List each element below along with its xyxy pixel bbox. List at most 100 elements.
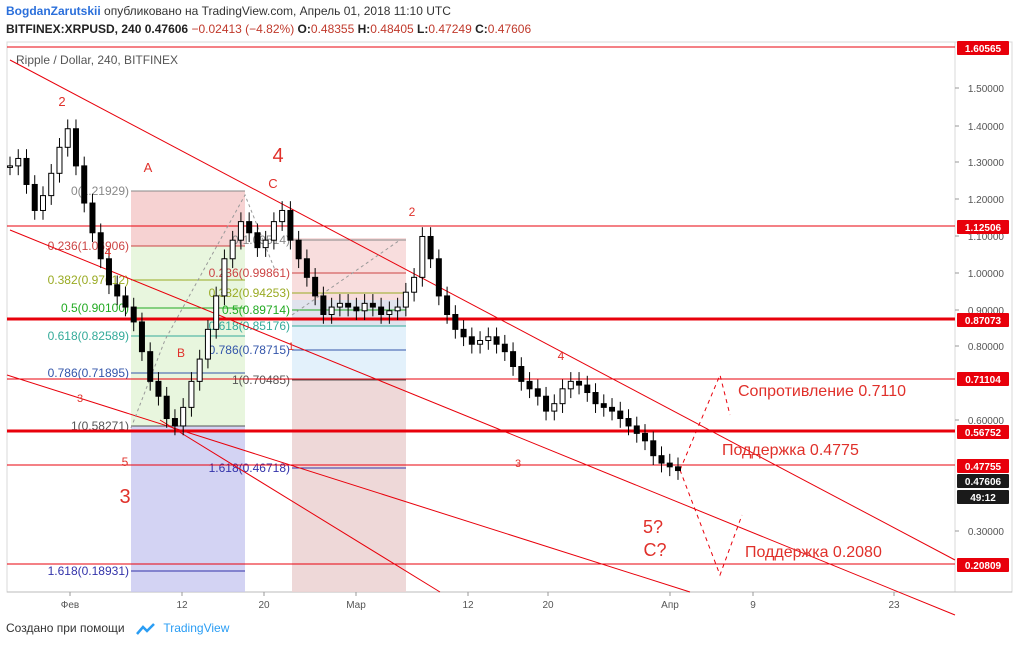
price-tag: [957, 425, 1009, 439]
open-label: O:: [297, 22, 311, 36]
fib-right-label: 1.618(0.46718): [209, 461, 290, 475]
candle-body: [97, 232, 104, 260]
candle-body: [584, 384, 591, 394]
candle-body: [23, 157, 30, 185]
candle-body: [411, 276, 418, 293]
candle-body: [270, 221, 277, 241]
y-tick-label: 1.00000: [968, 269, 1005, 280]
candle-body: [534, 388, 541, 397]
tradingview-logo-icon: [136, 622, 155, 635]
price-tag: [957, 220, 1009, 234]
candle-body: [56, 146, 63, 174]
fib-right-label: 0.382(0.94253): [209, 286, 290, 300]
fib-right-label: 0.618(0.85176): [209, 319, 290, 333]
candle-body: [204, 328, 211, 360]
candle-body: [295, 239, 302, 260]
candle-body: [444, 295, 451, 316]
candle-body: [642, 432, 649, 442]
price-tag: [957, 558, 1009, 572]
candle-body: [468, 336, 475, 345]
wave-label: 1: [288, 341, 294, 353]
candle-body: [72, 128, 79, 167]
candle-body: [105, 258, 112, 286]
symbol-text: BITFINEX:XRPUSD, 240: [6, 22, 142, 36]
price-tag-label: 0.71104: [965, 375, 1001, 386]
tradingview-link[interactable]: TradingView: [163, 621, 230, 635]
candle-body: [386, 310, 393, 316]
candle-body: [369, 302, 376, 308]
y-tick-label: 1.20000: [968, 195, 1005, 206]
x-tick-label: Мар: [346, 600, 366, 611]
candle-body: [246, 221, 253, 234]
x-tick-label: 23: [888, 600, 900, 611]
price-tag: [957, 474, 1009, 488]
candle-body: [592, 392, 599, 405]
candle-body: [188, 380, 195, 408]
price-tag-label: 0.87073: [965, 316, 1002, 327]
price-tag-label: 0.47755: [965, 462, 1002, 473]
high-value: 0.48405: [370, 22, 414, 36]
candle-body: [485, 336, 492, 342]
y-tick-label: 1.10000: [968, 232, 1005, 243]
fib-right-label: 0.5(0.89714): [222, 303, 290, 317]
close-value: 0.47606: [487, 22, 532, 36]
wave-label: C?: [643, 540, 666, 560]
price-tag-label: 1.60565: [965, 44, 1002, 55]
fib-zone-left-bottom: [131, 426, 245, 592]
candle-body: [551, 403, 558, 412]
published-text: опубликовано на TradingView.com, Апрель …: [104, 4, 451, 18]
price-tag: [957, 490, 1009, 504]
candle-body: [460, 328, 467, 338]
y-tick-label: 0.60000: [968, 416, 1005, 427]
price-tag: [957, 459, 1009, 473]
candle-body: [336, 302, 343, 308]
price-tag-label: 49:12: [970, 493, 996, 504]
candle-body: [196, 358, 203, 382]
candle-body: [180, 406, 187, 427]
x-tick-label: 20: [542, 600, 554, 611]
candle-body: [361, 302, 368, 312]
fib-left-label: 1.618(0.18931): [48, 564, 129, 578]
candle-body: [262, 239, 269, 249]
candle-body: [122, 295, 129, 308]
y-tick-label: 1.40000: [968, 122, 1005, 133]
candle-body: [567, 380, 574, 390]
candle-body: [609, 406, 616, 412]
candle-body: [155, 380, 162, 397]
candle-body: [89, 202, 96, 234]
channel-line: [9, 59, 956, 561]
price-tag-label: 0.56752: [965, 428, 1002, 439]
candle-body: [345, 302, 352, 308]
candle-body: [15, 157, 22, 167]
channel-line: [159, 419, 441, 593]
fib-left-label: 0.786(0.71895): [48, 366, 129, 380]
candle-body: [7, 165, 13, 168]
change-text: −0.02413 (−4.82%): [191, 22, 295, 36]
x-tick-label: 20: [258, 600, 270, 611]
candle-body: [312, 276, 319, 297]
wave-label: 3: [119, 486, 130, 508]
symbol-line: BITFINEX:XRPUSD, 240 0.47606 −0.02413 (−…: [6, 22, 531, 36]
candle-body: [48, 172, 55, 197]
low-label: L:: [417, 22, 429, 36]
channel-line: [6, 374, 691, 593]
candle-body: [650, 440, 657, 457]
candle-body: [64, 128, 71, 148]
wave-label: B: [177, 346, 185, 360]
candle-body: [303, 258, 310, 278]
author-link[interactable]: BogdanZarutskii: [6, 4, 101, 18]
level-text: Поддержка 0.2080: [745, 544, 882, 561]
candle-body: [114, 284, 121, 297]
candle-body: [633, 425, 640, 434]
y-tick-label: 1.50000: [968, 84, 1005, 95]
wave-label: 4: [105, 245, 112, 259]
close-label: C:: [475, 22, 488, 36]
candle-body: [518, 366, 525, 382]
wave-label: 5?: [643, 517, 663, 537]
wave-guide-right: [291, 239, 401, 316]
open-value: 0.48355: [310, 22, 355, 36]
candle-body: [171, 418, 178, 427]
wave-label: A: [144, 160, 153, 175]
candle-body: [452, 314, 459, 330]
